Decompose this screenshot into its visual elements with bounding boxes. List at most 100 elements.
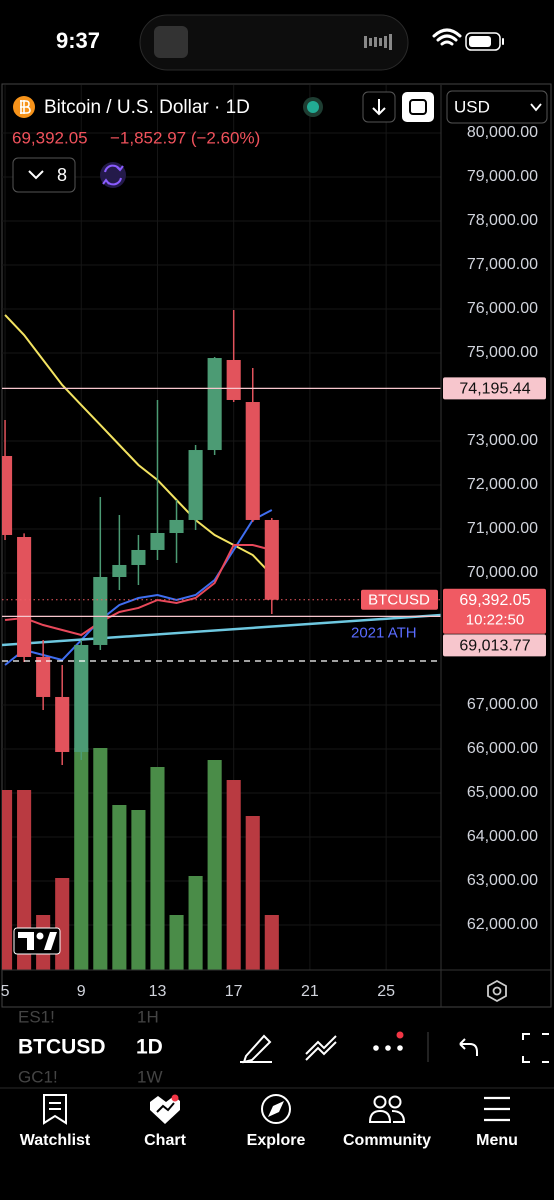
notification-dot bbox=[171, 1094, 179, 1102]
y-tick-label: 65,000.00 bbox=[467, 784, 538, 801]
chart-type-icon bbox=[409, 99, 427, 115]
dynamic-island bbox=[139, 14, 409, 71]
x-tick-label: 17 bbox=[225, 983, 243, 1000]
symbol-option[interactable]: ES1! bbox=[18, 1007, 55, 1026]
community-icon[interactable] bbox=[368, 1095, 406, 1123]
tab-bar: Watchlist Chart Explore Community Menu bbox=[20, 1094, 518, 1149]
y-tick-label: 76,000.00 bbox=[467, 300, 538, 317]
price-level-tag bbox=[443, 634, 546, 657]
battery-icon bbox=[465, 32, 501, 51]
axes: 80,000.00 79,000.00 78,000.00 77,000.00 76,0… bbox=[1, 124, 546, 1000]
currency-label: USD bbox=[454, 97, 490, 116]
wifi-icon bbox=[432, 28, 462, 46]
trendline bbox=[2, 613, 441, 647]
undo-icon[interactable] bbox=[459, 1038, 478, 1056]
tab-label[interactable]: Menu bbox=[476, 1132, 518, 1149]
currency-select[interactable] bbox=[446, 90, 548, 124]
candle-body bbox=[74, 644, 89, 752]
y-tick-label: 70,000.00 bbox=[467, 564, 538, 581]
sync-icon bbox=[102, 164, 124, 186]
fullscreen-icon[interactable] bbox=[522, 1033, 549, 1063]
more-tools-icon[interactable] bbox=[373, 1045, 403, 1051]
menu-icon[interactable] bbox=[484, 1096, 510, 1122]
price-level-label: 74,195.44 bbox=[459, 381, 530, 398]
candle-body bbox=[245, 402, 260, 520]
y-tick-label: 79,000.00 bbox=[467, 168, 538, 185]
candle-body bbox=[93, 576, 108, 645]
candle-body bbox=[169, 519, 184, 533]
x-tick-label: 21 bbox=[301, 983, 319, 1000]
price-level-label: 69,013.77 bbox=[459, 638, 530, 655]
interval-selected[interactable]: 1D bbox=[136, 1036, 163, 1059]
y-tick-label: 63,000.00 bbox=[467, 872, 538, 889]
tab-label[interactable]: Explore bbox=[247, 1132, 306, 1149]
moving-average-line bbox=[4, 314, 273, 576]
chart-type-button[interactable] bbox=[402, 92, 434, 122]
indicator-count: 8 bbox=[57, 165, 67, 185]
volume-bar bbox=[74, 748, 89, 970]
volume-bar bbox=[17, 790, 32, 970]
y-tick-label: 72,000.00 bbox=[467, 476, 538, 493]
candle-body bbox=[112, 564, 127, 577]
y-tick-label: 67,000.00 bbox=[467, 696, 538, 713]
explore-icon[interactable] bbox=[261, 1094, 291, 1124]
y-tick-label: 78,000.00 bbox=[467, 212, 538, 229]
interval-option[interactable]: 1W bbox=[137, 1067, 163, 1086]
last-price: 69,392.05 bbox=[12, 128, 88, 147]
volume-bar bbox=[150, 767, 165, 970]
volume-bar bbox=[169, 915, 184, 970]
watchlist-icon[interactable] bbox=[43, 1094, 67, 1125]
notification-dot bbox=[396, 1031, 404, 1039]
volume-bar bbox=[55, 878, 70, 970]
tab-label[interactable]: Community bbox=[343, 1132, 431, 1149]
moving-average-line bbox=[4, 509, 273, 666]
candle-body bbox=[264, 519, 279, 600]
moving-average-line bbox=[4, 544, 273, 637]
draw-tool-icon[interactable] bbox=[240, 1034, 272, 1064]
bitcoin-glyph bbox=[20, 100, 31, 114]
countdown-label: 10:22:50 bbox=[466, 612, 524, 629]
chart-header: Bitcoin / U.S. Dollar · 1D USD 69,392.05… bbox=[12, 90, 548, 193]
candle-body bbox=[17, 537, 32, 657]
y-tick-label: 75,000.00 bbox=[467, 344, 538, 361]
chevron-icon bbox=[28, 170, 44, 180]
candle-body bbox=[131, 549, 146, 565]
chart-frame bbox=[1, 83, 552, 1008]
settings-button[interactable] bbox=[487, 979, 507, 1003]
symbol-option[interactable]: GC1! bbox=[18, 1067, 58, 1086]
x-tick-label: 9 bbox=[77, 983, 86, 1000]
candle-body bbox=[55, 696, 70, 752]
x-tick-label: 13 bbox=[149, 983, 167, 1000]
price-level-tag bbox=[443, 377, 546, 400]
chart-icon-line bbox=[156, 1102, 175, 1113]
interval-option[interactable]: 1H bbox=[137, 1007, 159, 1026]
tab-label[interactable]: Watchlist bbox=[20, 1132, 91, 1149]
y-tick-label: 64,000.00 bbox=[467, 828, 538, 845]
candle-body bbox=[2, 456, 13, 535]
y-tick-label: 62,000.00 bbox=[467, 916, 538, 933]
volume-bar bbox=[112, 805, 127, 970]
volume-bar bbox=[207, 760, 222, 970]
market-status-dot bbox=[307, 101, 319, 113]
volume-bar bbox=[188, 876, 203, 970]
indicators-toggle[interactable] bbox=[12, 157, 76, 193]
x-tick-label: 25 bbox=[377, 983, 395, 1000]
current-price-label: 69,392.05 bbox=[459, 592, 530, 609]
chevron-icon bbox=[530, 103, 542, 112]
media-artwork bbox=[154, 26, 188, 58]
candle-body bbox=[188, 450, 203, 520]
chart-icon[interactable] bbox=[150, 1096, 180, 1124]
tab-label[interactable]: Chart bbox=[144, 1132, 186, 1149]
trend-tool-icon[interactable] bbox=[305, 1035, 337, 1061]
candle-body bbox=[207, 358, 222, 451]
symbol-tag bbox=[361, 589, 438, 610]
y-tick-label: 77,000.00 bbox=[467, 256, 538, 273]
symbol-selected[interactable]: BTCUSD bbox=[18, 1036, 106, 1059]
symbol-title[interactable]: Bitcoin / U.S. Dollar · 1D bbox=[44, 97, 250, 118]
waveform bbox=[364, 34, 392, 50]
price-change: −1,852.97 (−2.60%) bbox=[110, 128, 260, 147]
volume-bar bbox=[245, 816, 260, 970]
candle-body bbox=[36, 656, 51, 697]
symbol-tag-label: BTCUSD bbox=[368, 592, 430, 609]
